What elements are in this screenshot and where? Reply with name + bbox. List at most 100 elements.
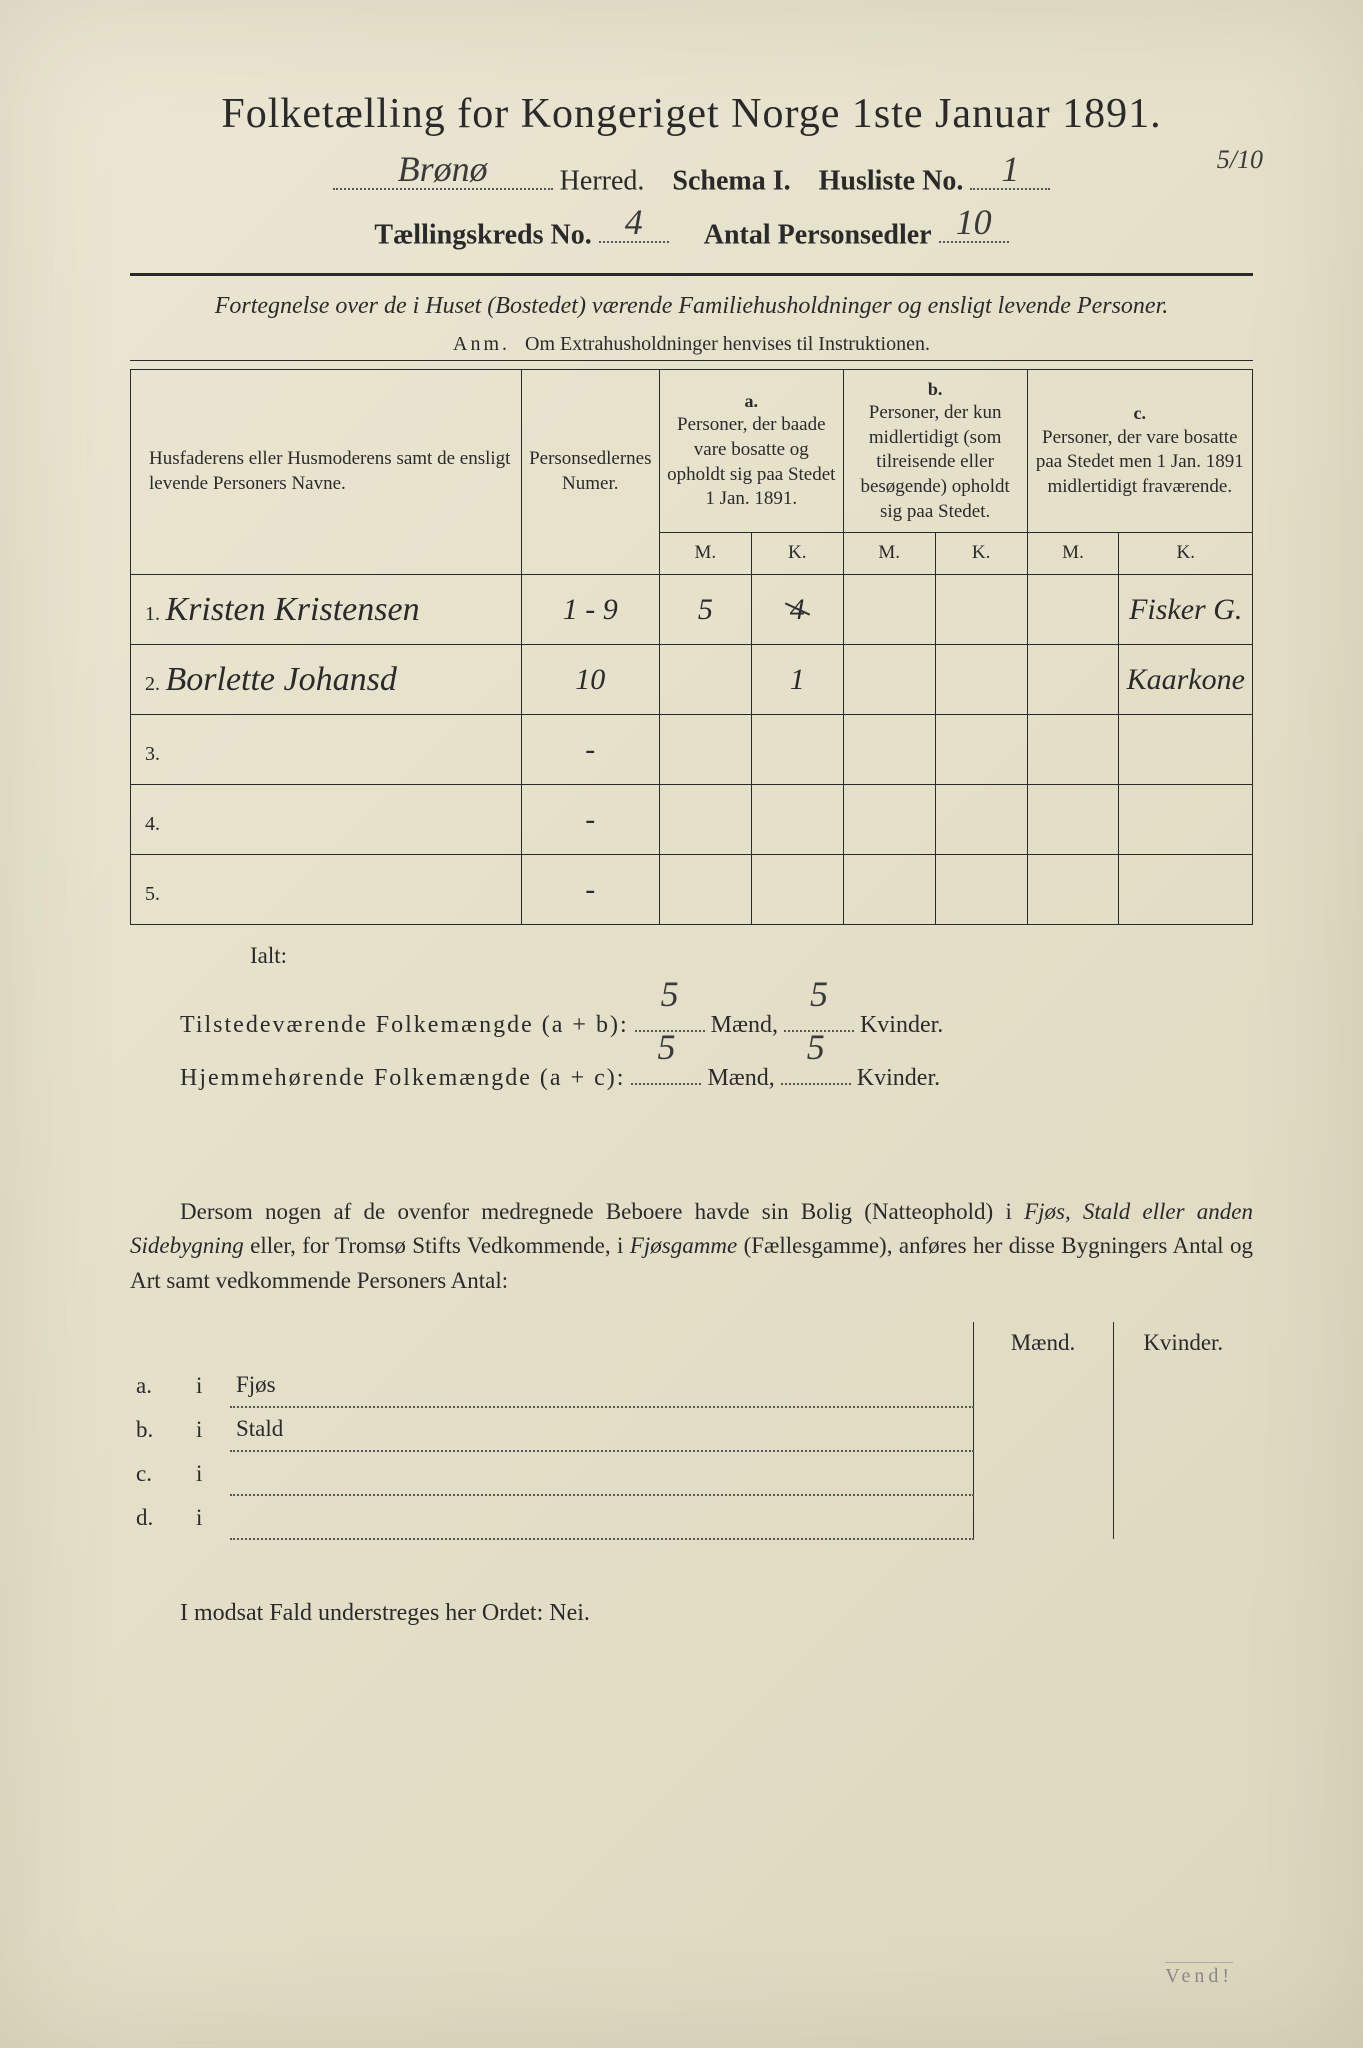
row-am-cell: [659, 785, 751, 855]
row-am-cell: [659, 715, 751, 785]
row-num-cell: 1 - 9: [521, 575, 659, 645]
anm-text: Om Extrahusholdninger henvises til Instr…: [525, 333, 930, 355]
col-head-b: b. Personer, der kun midlertidigt (som t…: [843, 369, 1027, 533]
totals-line-2: Hjemmehørende Folkemængde (a + c): 5 Mæn…: [180, 1052, 1253, 1105]
header-line-1: Brønø Herred. Schema I. Husliste No. 1: [130, 156, 1253, 198]
sidelist-label: [230, 1451, 973, 1495]
table-row: 5. -: [131, 855, 1253, 925]
row-cm-cell: [1027, 785, 1119, 855]
col-c-k: K.: [1119, 533, 1253, 575]
totals-block: Tilstedeværende Folkemængde (a + b): 5 M…: [130, 999, 1253, 1105]
herred-value: Brønø: [398, 148, 488, 190]
sidelist-label: Fjøs: [230, 1364, 973, 1407]
row-name-cell: 2. Borlette Johansd: [131, 645, 522, 715]
sidelist-letter: b.: [130, 1407, 190, 1451]
row-bm-cell: [843, 645, 935, 715]
row-cm-cell: [1027, 575, 1119, 645]
row-ck-cell: Kaarkone: [1119, 645, 1253, 715]
totals-line-1: Tilstedeværende Folkemængde (a + b): 5 M…: [180, 999, 1253, 1052]
row-bk-cell: [935, 575, 1027, 645]
row-ck-cell: Fisker G.: [1119, 575, 1253, 645]
row-ck-cell: [1119, 785, 1253, 855]
row-am-cell: [659, 645, 751, 715]
row-bk-cell: [935, 715, 1027, 785]
col-head-name: Husfaderens eller Husmoderens samt de en…: [131, 369, 522, 575]
row-num-cell: -: [521, 715, 659, 785]
sidelist-row: b.iStald: [130, 1407, 1253, 1451]
husliste-label: Husliste No.: [819, 166, 964, 197]
row-bm-cell: [843, 785, 935, 855]
row-am-cell: 5: [659, 575, 751, 645]
footer-line: I modsat Fald understreges her Ordet: Ne…: [130, 1600, 1253, 1627]
col-a-k: K.: [751, 533, 843, 575]
row-bk-cell: [935, 785, 1027, 855]
sidelist-row: d.i: [130, 1495, 1253, 1539]
total-ac-m: 5: [657, 1008, 675, 1087]
row-bm-cell: [843, 855, 935, 925]
row-cm-cell: [1027, 855, 1119, 925]
total-ac-k: 5: [807, 1008, 825, 1087]
side-maend-head: Mænd.: [973, 1322, 1113, 1364]
husliste-value: 1: [1001, 148, 1019, 190]
table-row: 4. -: [131, 785, 1253, 855]
sidelist-i: i: [190, 1451, 230, 1495]
sidelist-k: [1113, 1495, 1253, 1539]
row-ak-cell: [751, 855, 843, 925]
sidelist-k: [1113, 1451, 1253, 1495]
kreds-value: 4: [625, 201, 643, 243]
col-head-a: a. Personer, der baade vare bosatte og o…: [659, 369, 843, 533]
sidelist-letter: d.: [130, 1495, 190, 1539]
sidelist-letter: a.: [130, 1364, 190, 1407]
sidelist-i: i: [190, 1495, 230, 1539]
page-title: Folketælling for Kongeriget Norge 1ste J…: [130, 90, 1253, 138]
col-b-k: K.: [935, 533, 1027, 575]
row-name-cell: 4.: [131, 785, 522, 855]
anm-prefix: Anm.: [453, 333, 510, 355]
census-form-page: Folketælling for Kongeriget Norge 1ste J…: [0, 0, 1363, 2048]
kreds-label: Tællingskreds No.: [374, 219, 591, 250]
sidelist-row: a.iFjøs: [130, 1364, 1253, 1407]
row-bm-cell: [843, 575, 935, 645]
building-list: Mænd. Kvinder. a.iFjøs b.iStald c.i d.i: [130, 1322, 1253, 1540]
building-paragraph: Dersom nogen af de ovenfor medregnede Be…: [130, 1195, 1253, 1299]
col-b-m: M.: [843, 533, 935, 575]
side-kvinder-head: Kvinder.: [1113, 1322, 1253, 1364]
sidelist-k: [1113, 1364, 1253, 1407]
vend-label: Vend!: [1165, 1962, 1233, 1988]
row-ck-cell: [1119, 715, 1253, 785]
row-bk-cell: [935, 645, 1027, 715]
row-ak-cell: [751, 785, 843, 855]
antal-value: 10: [956, 201, 992, 243]
sidelist-i: i: [190, 1407, 230, 1451]
col-a-m: M.: [659, 533, 751, 575]
sidelist-m: [973, 1407, 1113, 1451]
sidelist-label: [230, 1495, 973, 1539]
subtitle: Fortegnelse over de i Huset (Bostedet) v…: [130, 290, 1253, 322]
table-row: 1. Kristen Kristensen1 - 954 Fisker G.: [131, 575, 1253, 645]
annotation-line: Anm. Om Extrahusholdninger henvises til …: [130, 333, 1253, 361]
header-line-2: Tællingskreds No. 4 Antal Personsedler 1…: [130, 210, 1253, 252]
row-name-cell: 3.: [131, 715, 522, 785]
row-ak-cell: 4: [751, 575, 843, 645]
row-num-cell: 10: [521, 645, 659, 715]
row-ak-cell: [751, 715, 843, 785]
antal-label: Antal Personsedler: [704, 219, 932, 250]
row-bk-cell: [935, 855, 1027, 925]
census-table: Husfaderens eller Husmoderens samt de en…: [130, 369, 1253, 926]
row-cm-cell: [1027, 645, 1119, 715]
sidelist-m: [973, 1495, 1113, 1539]
divider: [130, 273, 1253, 276]
row-ak-cell: 1: [751, 645, 843, 715]
schema-label: Schema I.: [672, 166, 790, 197]
herred-label: Herred.: [560, 166, 645, 197]
col-c-m: M.: [1027, 533, 1119, 575]
sidelist-letter: c.: [130, 1451, 190, 1495]
row-name-cell: 1. Kristen Kristensen: [131, 575, 522, 645]
row-bm-cell: [843, 715, 935, 785]
row-name-cell: 5.: [131, 855, 522, 925]
sidelist-m: [973, 1451, 1113, 1495]
sidelist-label: Stald: [230, 1407, 973, 1451]
sidelist-i: i: [190, 1364, 230, 1407]
row-am-cell: [659, 855, 751, 925]
sidelist-row: c.i: [130, 1451, 1253, 1495]
